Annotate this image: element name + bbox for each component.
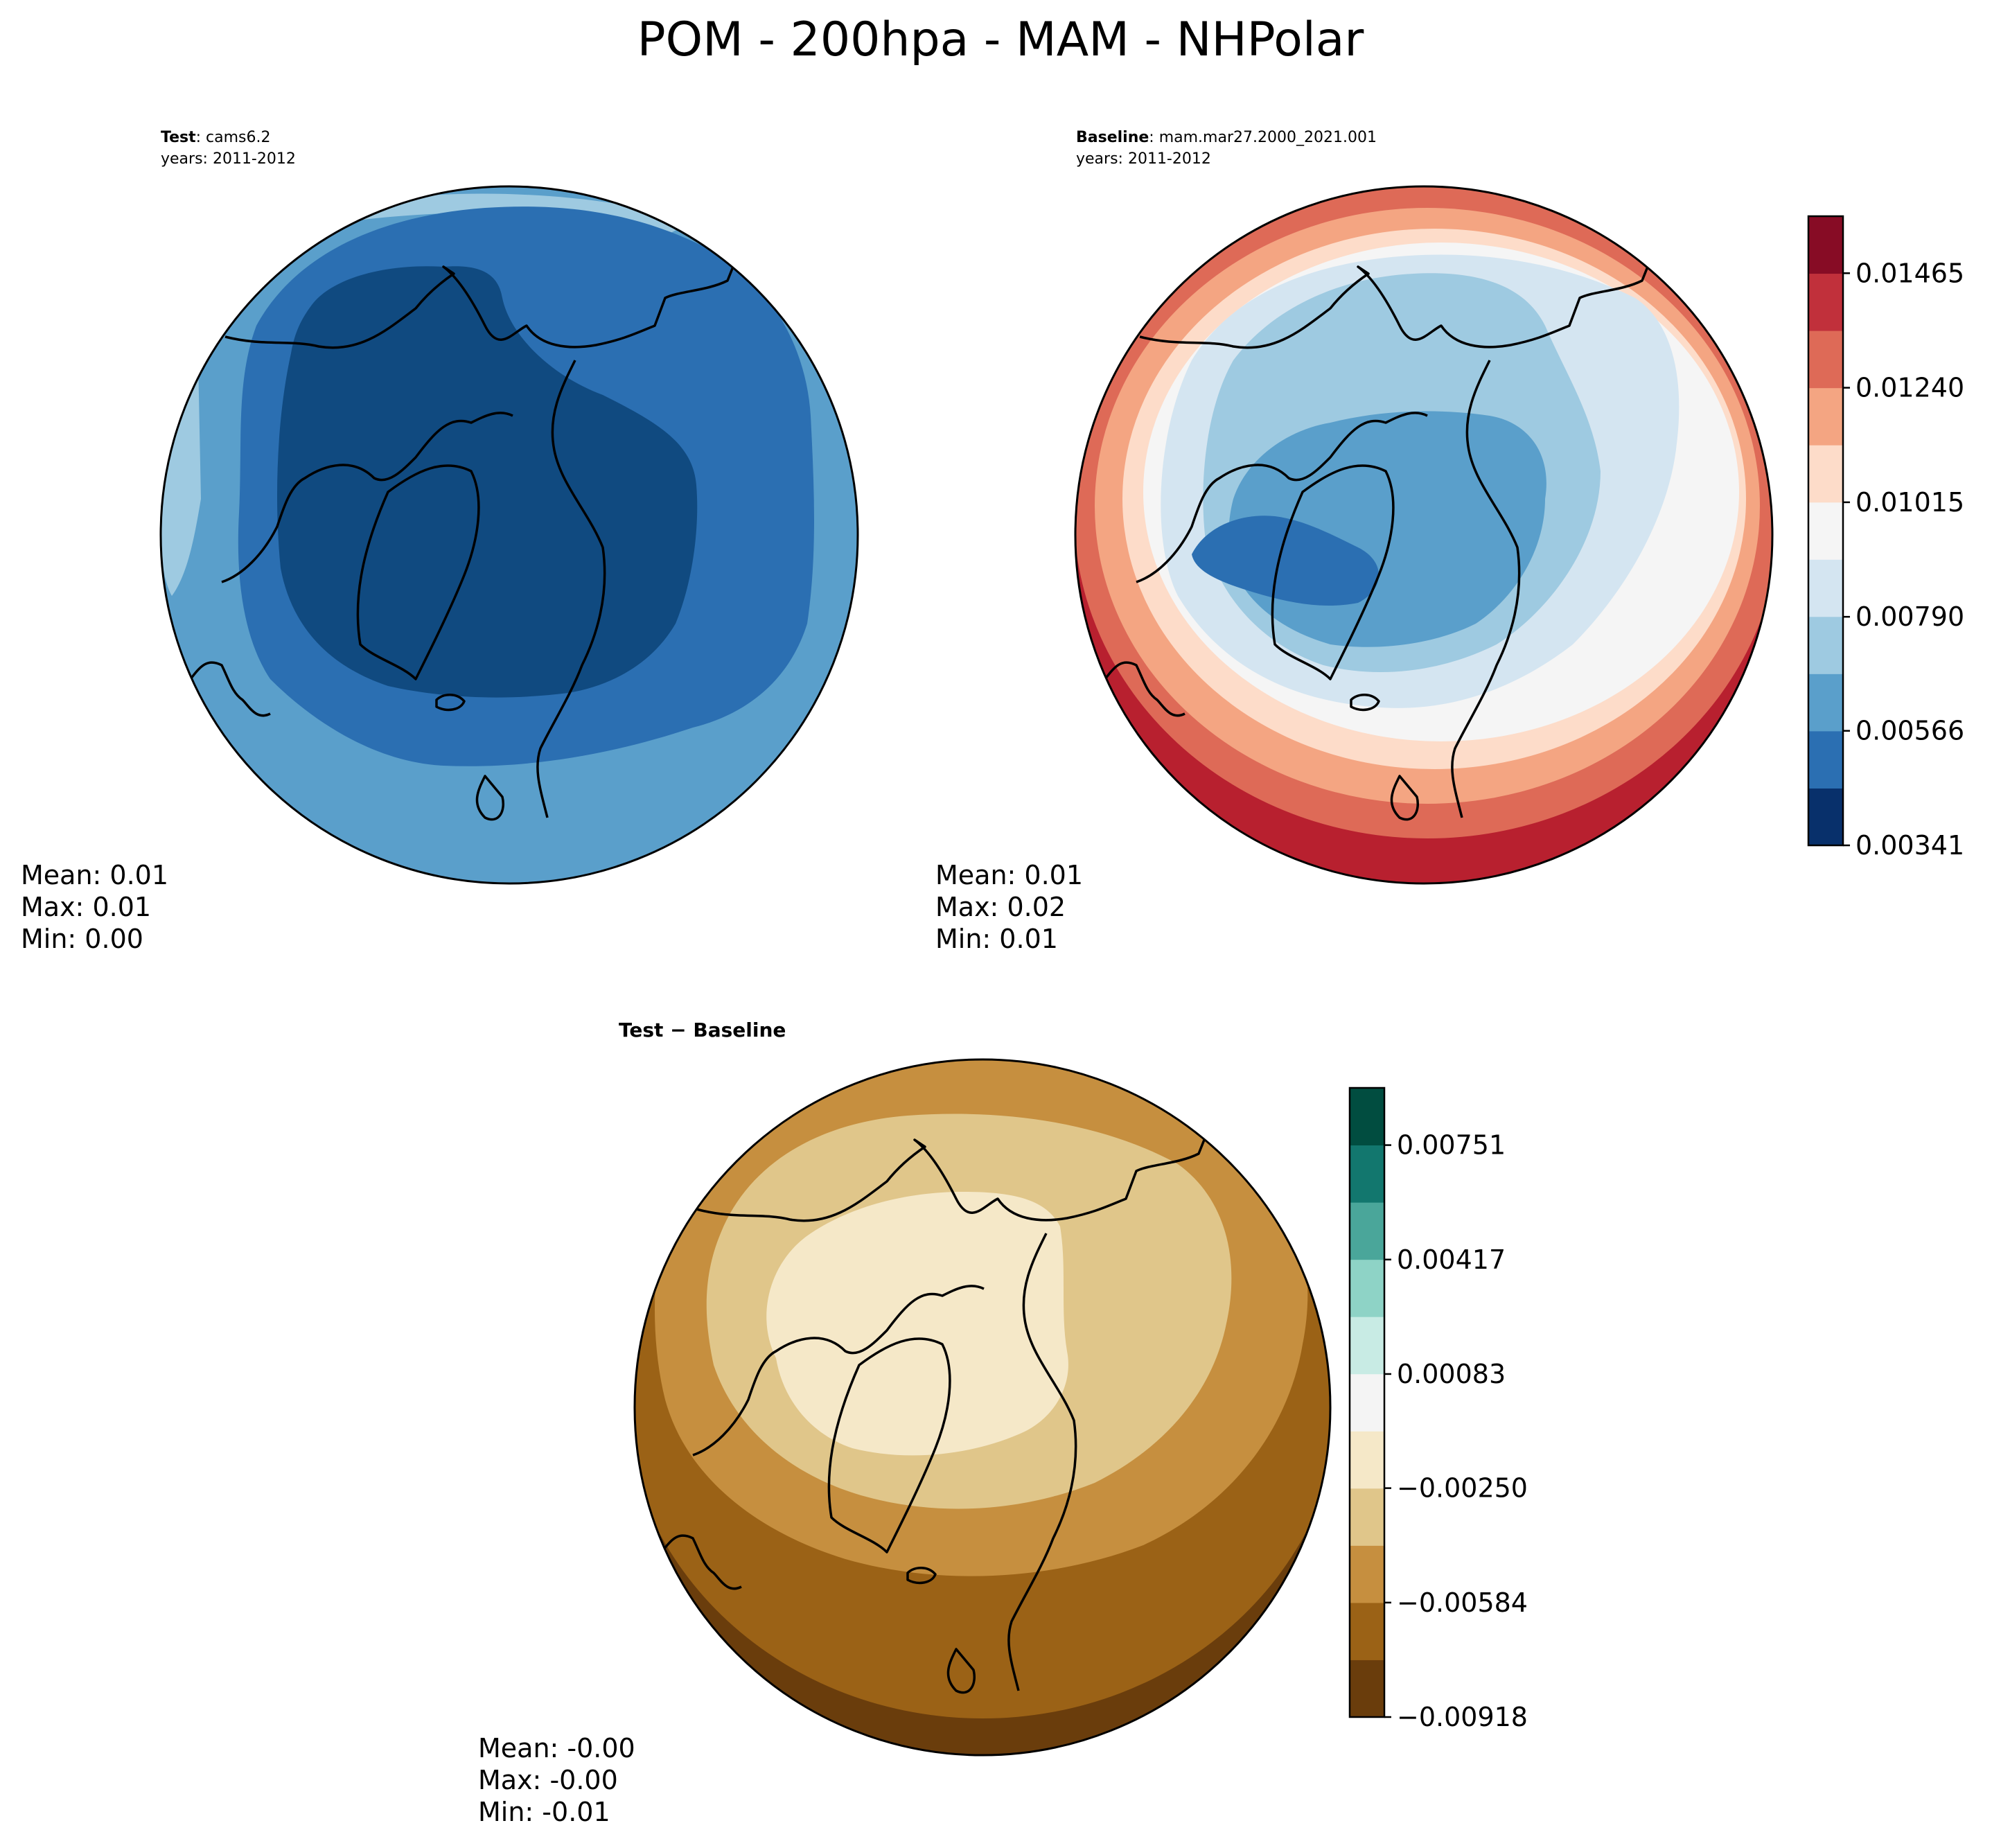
coastline-british-isles (946, 1648, 976, 1694)
colorbar-segment (1350, 1088, 1384, 1146)
colorbar-tick-label: −0.00584 (1397, 1587, 1528, 1618)
colorbar-segment (1808, 502, 1843, 560)
map-test (161, 186, 858, 883)
coastline-iceland (435, 694, 466, 712)
colorbar-segment (1808, 445, 1843, 503)
coastline-iceland (906, 1567, 937, 1585)
map-difference (635, 1059, 1330, 1755)
panel-baseline: Baseline: mam.mar27.2000_2021.001 years:… (935, 129, 1964, 954)
colorbar-frame (1807, 215, 1844, 847)
colorbar-tick-label: −0.00918 (1397, 1702, 1528, 1732)
stat-max: Max: -0.00 (478, 1765, 618, 1795)
colorbar-segment (1350, 1488, 1384, 1546)
coastline-scandinavia (1007, 1233, 1077, 1691)
field-band-5 (766, 1192, 1068, 1456)
coastline-scandinavia (536, 360, 606, 818)
panel-baseline-years: years: 2011-2012 (1076, 150, 1211, 168)
coastline-canada (221, 412, 513, 583)
colorbar-baseline: 0.00341 0.00566 0.00790 0.01015 0.01240 0.014… (1807, 215, 1964, 861)
coastline-greenland (356, 464, 480, 680)
colorbar-frame (1348, 1086, 1386, 1718)
field-band-9 (1192, 516, 1379, 606)
panel-test: Test: cams6.2 years: 2011-2012 Mean: 0.0… (21, 129, 859, 954)
colorbar-tick-label: 0.00417 (1397, 1244, 1506, 1275)
stat-mean: Mean: 0.01 (21, 860, 168, 890)
panel-difference-label: Test − Baseline (619, 1019, 786, 1041)
coastlines-difference (660, 1136, 1207, 1694)
colorbar-segment (1350, 1202, 1384, 1260)
colorbar-tick-label: 0.01465 (1855, 258, 1964, 288)
panel-test-years: years: 2011-2012 (161, 150, 296, 168)
colorbar-segment (1350, 1145, 1384, 1203)
coastline-alaska (1104, 661, 1185, 717)
coastline-canada (692, 1285, 985, 1457)
colorbar-segment (1808, 788, 1843, 846)
colorbar-tick-label: 0.01015 (1855, 487, 1964, 518)
coastline-scandinavia (1451, 360, 1521, 818)
colorbar-segment (1808, 387, 1843, 446)
colorbar-segment (1808, 273, 1843, 331)
colorbar-segment (1350, 1431, 1384, 1489)
panel-baseline-label: Baseline: mam.mar27.2000_2021.001 (1076, 129, 1377, 146)
colorbar-segment (1350, 1373, 1384, 1432)
stat-mean: Mean: 0.01 (935, 860, 1083, 890)
coastline-greenland (1271, 464, 1395, 680)
colorbar-tick-label: 0.00083 (1397, 1359, 1506, 1389)
colorbar-difference: −0.00918 −0.00584 −0.00250 0.00083 0.00417 0.… (1348, 1086, 1528, 1732)
coastlines-test (189, 263, 736, 821)
colorbar-segment (1808, 730, 1843, 789)
coastline-greenland (827, 1337, 951, 1554)
colorbar-segment (1350, 1317, 1384, 1375)
colorbar-tick-label: 0.00790 (1855, 601, 1964, 632)
stat-min: Min: 0.00 (21, 924, 143, 954)
colorbar-tick-label: 0.01240 (1855, 373, 1964, 403)
colorbar-segment (1350, 1602, 1384, 1660)
stats-difference: Mean: -0.00 Max: -0.00 Min: -0.01 (478, 1733, 635, 1827)
stat-min: Min: 0.01 (935, 924, 1058, 954)
field-band-dark (277, 266, 698, 698)
colorbar-tick-label: 0.00341 (1855, 830, 1964, 861)
colorbar-tick-label: 0.00751 (1397, 1130, 1506, 1161)
stat-mean: Mean: -0.00 (478, 1733, 635, 1763)
stat-max: Max: 0.02 (935, 892, 1066, 922)
stat-max: Max: 0.01 (21, 892, 151, 922)
map-test-boundary (159, 185, 859, 885)
colorbar-segment (1350, 1545, 1384, 1603)
colorbar-segment (1808, 674, 1843, 732)
coastline-iceland (1350, 694, 1380, 712)
coastline-europe-russia (224, 263, 736, 349)
figure-title: POM - 200hpa - MAM - NHPolar (637, 12, 1364, 67)
stats-test: Mean: 0.01 Max: 0.01 Min: 0.00 (21, 860, 168, 954)
coastline-europe-russia (1139, 263, 1650, 349)
colorbar-segment (1808, 216, 1843, 274)
map-baseline (1075, 186, 1772, 883)
coastline-alaska (189, 661, 271, 717)
stat-min: Min: -0.01 (478, 1797, 610, 1827)
stats-baseline: Mean: 0.01 Max: 0.02 Min: 0.01 (935, 860, 1083, 954)
map-baseline-boundary (1074, 185, 1774, 885)
panel-difference: Test − Baseline Mean: -0.00 Max: -0.00 M… (478, 1019, 1528, 1827)
coastline-canada (1136, 412, 1428, 583)
colorbar-segment (1350, 1259, 1384, 1317)
colorbar-segment (1808, 559, 1843, 617)
colorbar-tick-label: −0.00250 (1397, 1473, 1528, 1504)
coastline-british-isles (1390, 775, 1419, 821)
field-band-light-top (346, 193, 693, 236)
coastlines-baseline (1104, 263, 1650, 821)
coastline-british-isles (475, 775, 504, 821)
colorbar-segment (1350, 1660, 1384, 1718)
map-difference-boundary (633, 1058, 1332, 1757)
coastline-alaska (660, 1534, 742, 1590)
panel-test-label: Test: cams6.2 (161, 129, 271, 146)
colorbar-tick-label: 0.00566 (1855, 716, 1964, 746)
coastline-europe-russia (696, 1136, 1207, 1222)
colorbar-segment (1808, 616, 1843, 674)
colorbar-segment (1808, 331, 1843, 389)
